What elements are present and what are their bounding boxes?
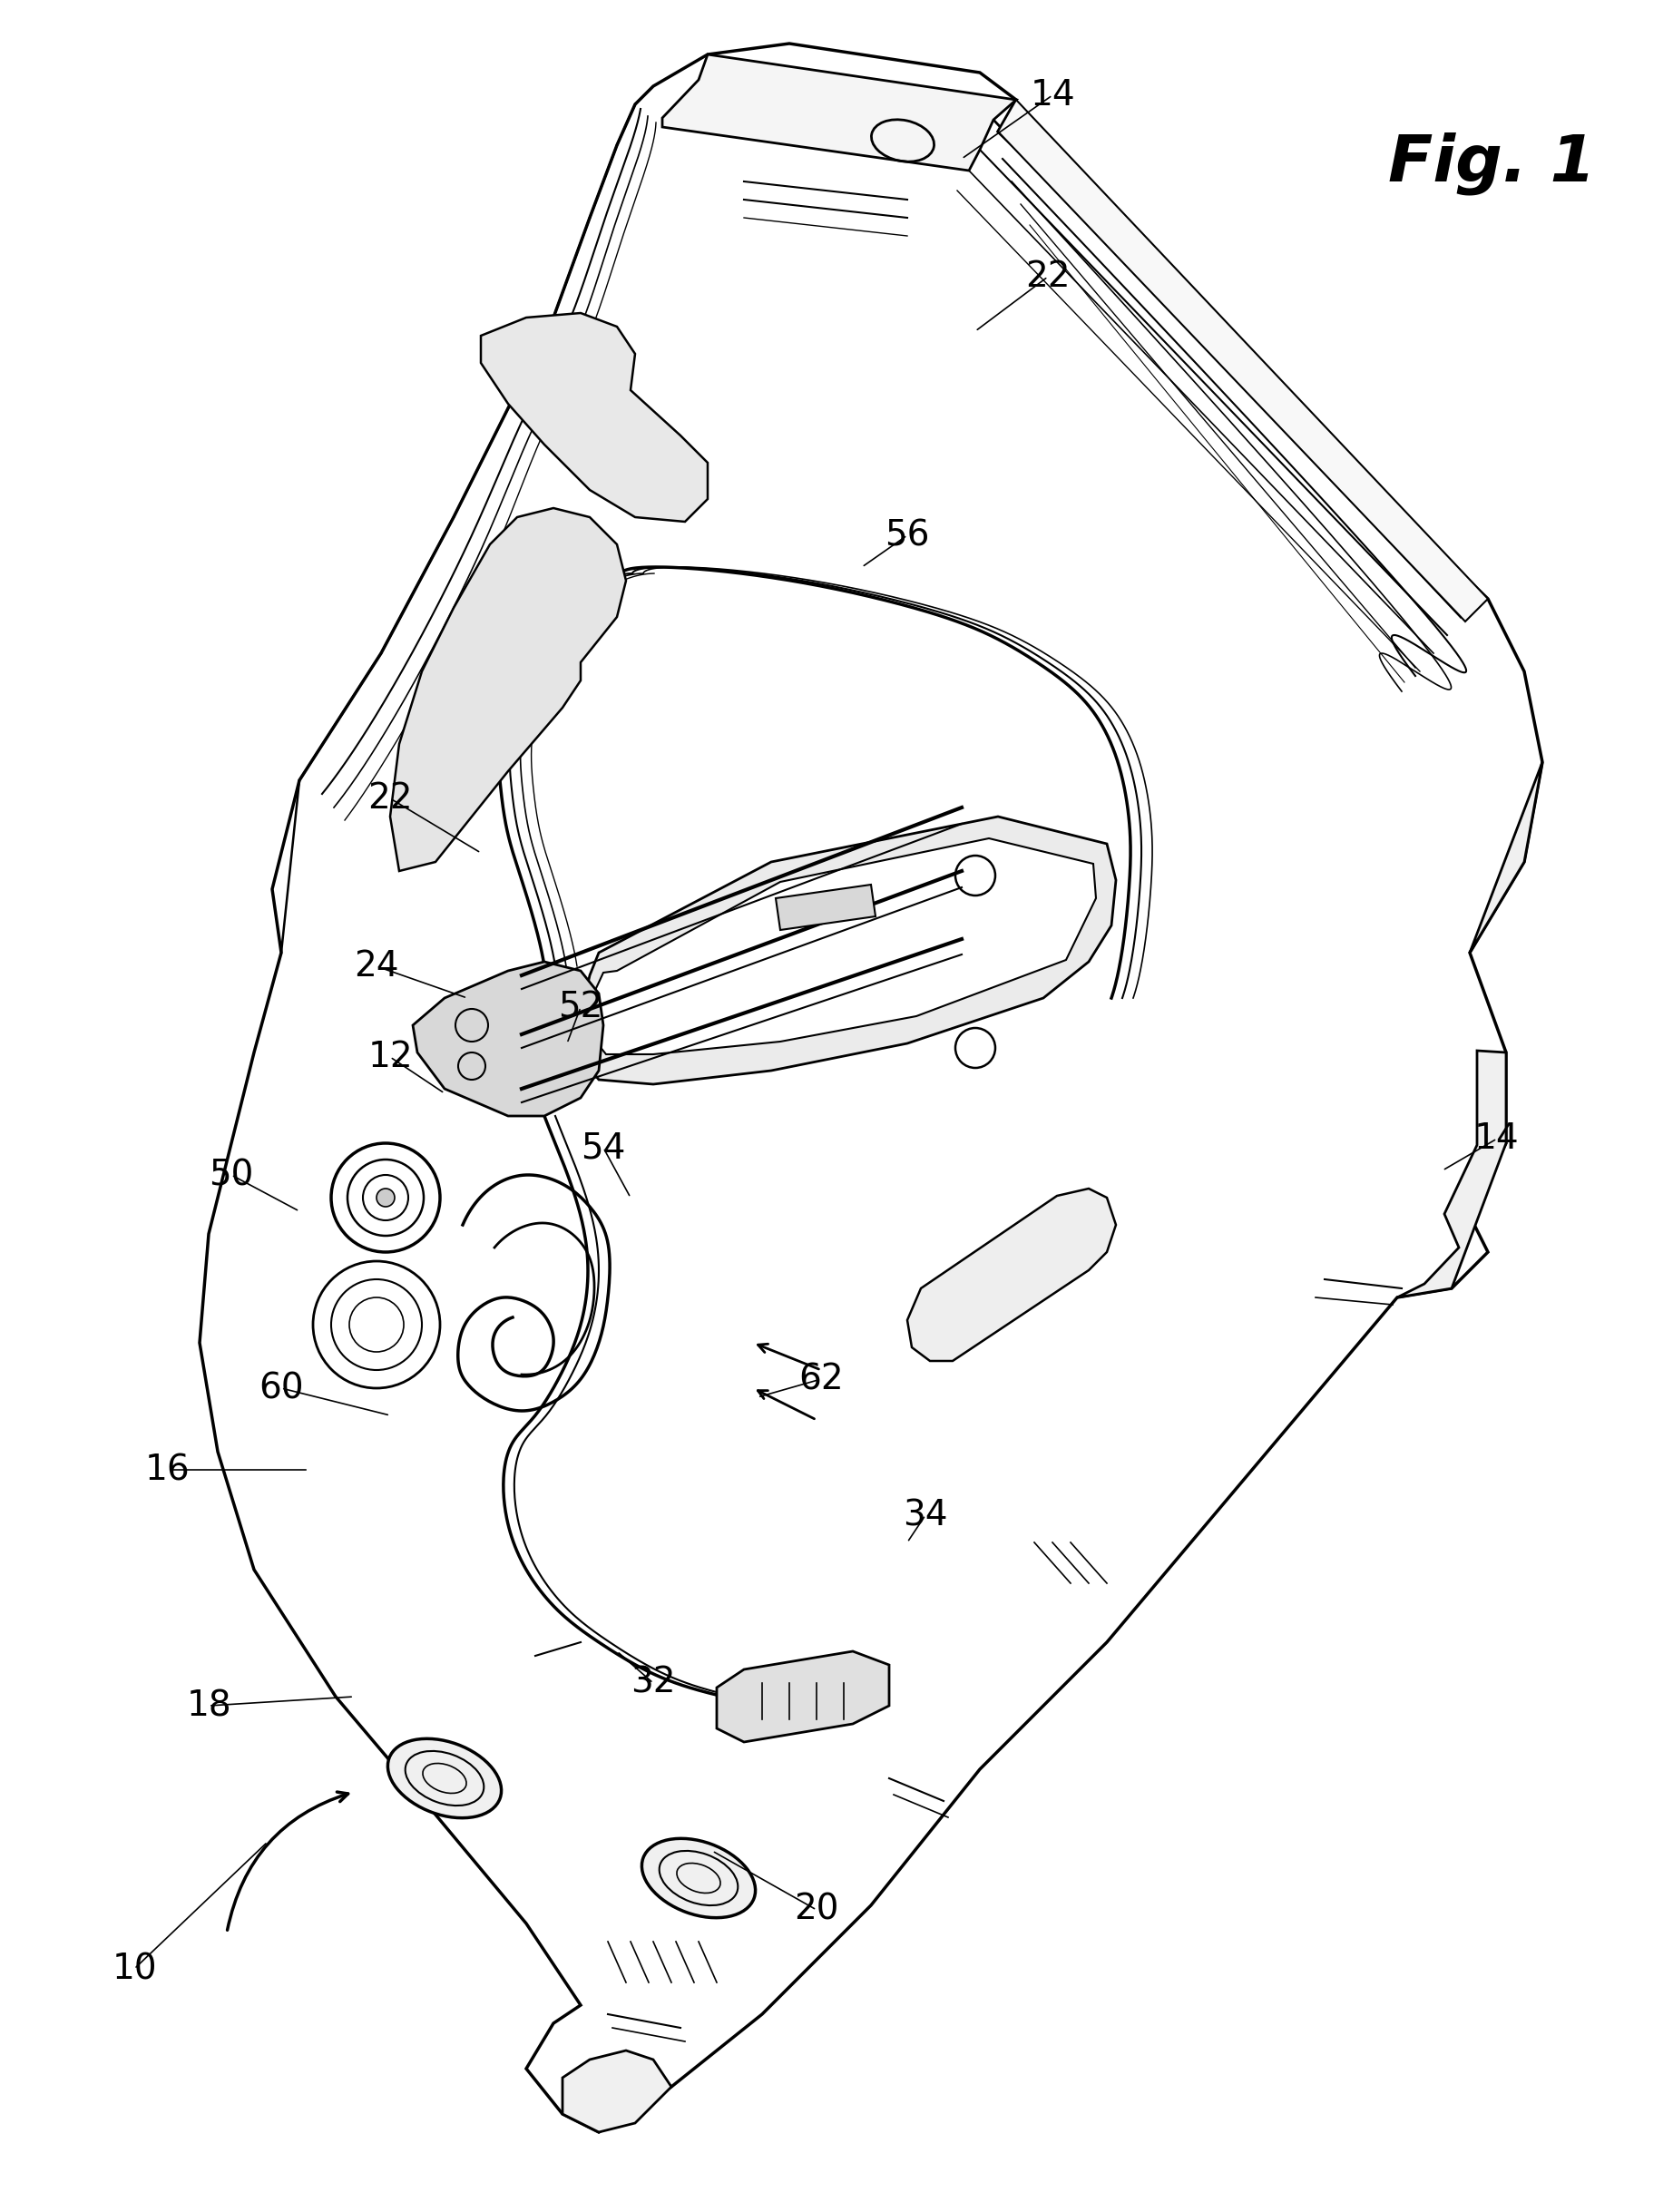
Polygon shape xyxy=(581,816,1116,1084)
Text: 50: 50 xyxy=(209,1157,254,1192)
Text: 12: 12 xyxy=(368,1040,413,1075)
Text: 52: 52 xyxy=(559,989,602,1024)
Text: 22: 22 xyxy=(1026,259,1071,294)
Polygon shape xyxy=(592,838,1096,1055)
Text: 14: 14 xyxy=(1474,1121,1519,1157)
Text: 54: 54 xyxy=(581,1130,626,1166)
Polygon shape xyxy=(776,885,875,929)
Text: 62: 62 xyxy=(798,1363,843,1396)
Ellipse shape xyxy=(388,1739,502,1818)
Text: 24: 24 xyxy=(355,949,398,984)
Circle shape xyxy=(376,1188,395,1208)
Polygon shape xyxy=(562,2051,671,2132)
Polygon shape xyxy=(480,314,708,522)
Polygon shape xyxy=(1471,763,1543,953)
Polygon shape xyxy=(907,1188,1116,1360)
Polygon shape xyxy=(390,509,626,872)
Text: 32: 32 xyxy=(631,1666,676,1701)
Text: Fig. 1: Fig. 1 xyxy=(1389,133,1596,195)
Polygon shape xyxy=(999,100,1487,622)
Polygon shape xyxy=(199,44,1543,2132)
Polygon shape xyxy=(1397,1051,1506,1298)
Ellipse shape xyxy=(642,1838,756,1918)
Text: 16: 16 xyxy=(146,1453,191,1486)
Text: 56: 56 xyxy=(885,518,930,553)
Text: 14: 14 xyxy=(1031,77,1076,113)
Polygon shape xyxy=(663,55,1016,170)
Text: 20: 20 xyxy=(795,1893,838,1927)
Text: 18: 18 xyxy=(186,1688,231,1723)
Text: 60: 60 xyxy=(259,1371,304,1405)
Polygon shape xyxy=(716,1652,888,1743)
Text: 10: 10 xyxy=(112,1951,157,1986)
Polygon shape xyxy=(413,962,604,1117)
Text: 22: 22 xyxy=(368,781,413,816)
Text: 34: 34 xyxy=(903,1498,949,1533)
